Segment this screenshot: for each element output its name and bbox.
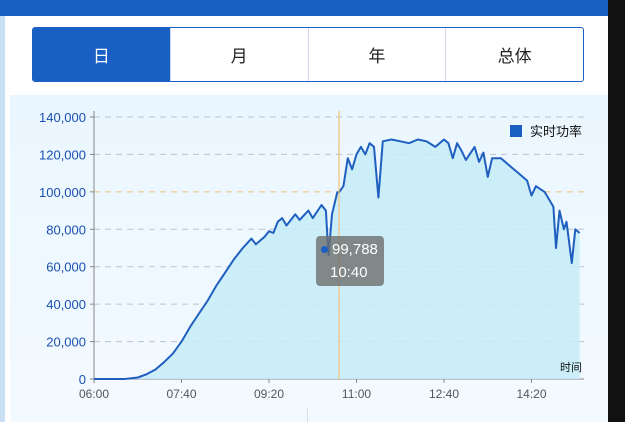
tab-month[interactable]: 月 [169,28,308,81]
x-tick-label: 07:40 [166,387,196,401]
y-tick-label: 100,000 [39,185,86,200]
stats-divider [307,408,308,422]
x-tick-label: 09:20 [254,387,284,401]
x-tick-label: 06:00 [79,387,109,401]
y-tick-label: 140,000 [39,110,86,125]
series-line [94,138,581,380]
chart-svg: 0 20,000 40,000 60,000 80,000 100,000 120,000 1… [39,110,584,401]
x-tick-label: 11:00 [342,387,371,401]
right-side-panel [608,0,625,422]
tooltip-series-dot [321,246,328,253]
period-tabs: 日 月 年 总体 [32,27,584,82]
tooltip-value: 99,788 [332,241,378,258]
tab-year[interactable]: 年 [307,28,446,81]
x-tick-label: 12:40 [429,387,459,401]
tab-day[interactable]: 日 [33,28,170,81]
chart-tooltip: 99,788 10:40 [316,236,384,286]
y-tick-label: 20,000 [46,335,86,350]
x-unit-label: 时间 [560,361,582,374]
tab-total[interactable]: 总体 [445,28,583,81]
y-tick-label: 0 [79,372,86,387]
x-tick-label: 14:20 [516,387,546,401]
legend-swatch [510,125,522,137]
y-tick-label: 40,000 [46,297,86,312]
left-edge-strip [0,16,5,422]
y-tick-label: 80,000 [46,222,86,237]
y-tick-label: 60,000 [46,260,86,275]
power-chart[interactable]: 0 20,000 40,000 60,000 80,000 100,000 120,000 1… [10,95,608,422]
y-tick-label: 120,000 [39,147,86,162]
tooltip-time: 10:40 [330,264,368,281]
top-header-bar [0,0,608,16]
legend-label: 实时功率 [530,124,582,139]
